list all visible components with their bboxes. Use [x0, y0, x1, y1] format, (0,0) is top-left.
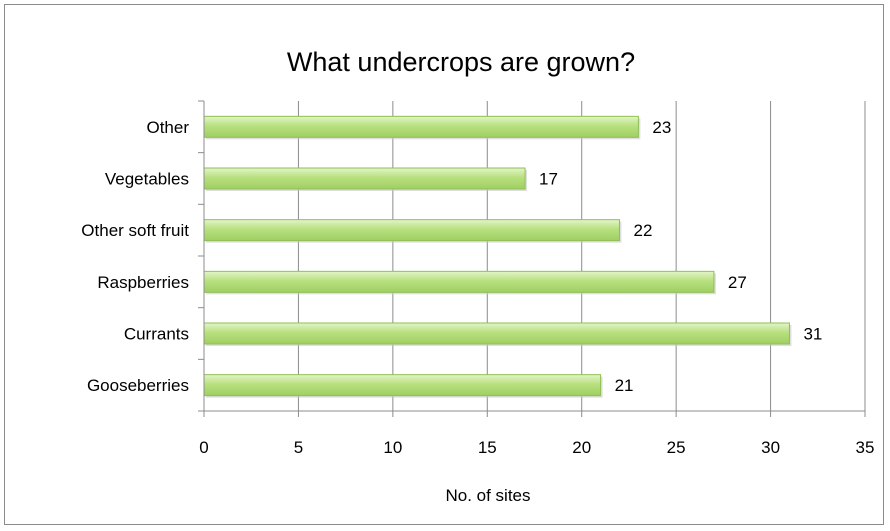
x-tick-label-35: 35 — [856, 438, 875, 457]
data-label-gooseberries: 21 — [615, 376, 634, 395]
category-label-gooseberries: Gooseberries — [87, 376, 189, 395]
category-label-raspberries: Raspberries — [97, 273, 189, 292]
bar-other — [203, 115, 639, 138]
data-label-currants: 31 — [803, 325, 822, 344]
x-tick-label-30: 30 — [761, 438, 780, 457]
bar-currants — [203, 322, 790, 345]
bar-other-soft-fruit — [203, 219, 620, 242]
bar-gooseberries — [203, 374, 602, 397]
x-tick-label-0: 0 — [199, 438, 208, 457]
category-label-other-soft-fruit: Other soft fruit — [81, 221, 189, 240]
grid-layer — [297, 101, 866, 411]
data-label-vegetables: 17 — [539, 170, 558, 189]
chart-svg: What undercrops are grown? 213127221723 … — [81, 47, 875, 505]
bar-vegetables — [203, 167, 526, 190]
x-tick-label-10: 10 — [383, 438, 402, 457]
x-tick-label-15: 15 — [478, 438, 497, 457]
data-label-raspberries: 27 — [728, 273, 747, 292]
category-label-vegetables: Vegetables — [105, 170, 189, 189]
bars-layer: 21 31 27 22 17 23 — [203, 115, 822, 398]
x-tick-label-5: 5 — [294, 438, 303, 457]
axis-layer: 0 5 10 15 20 25 30 35 Gooseberries Currants Raspbe… — [81, 100, 875, 457]
chart-title: What undercrops are grown? — [287, 47, 635, 77]
category-label-currants: Currants — [124, 325, 189, 344]
category-label-other: Other — [146, 118, 189, 137]
data-label-other-soft-fruit: 22 — [633, 221, 652, 240]
x-tick-label-25: 25 — [667, 438, 686, 457]
data-label-other: 23 — [652, 118, 671, 137]
x-tick-label-20: 20 — [572, 438, 591, 457]
bar-raspberries — [203, 270, 715, 293]
chart-frame: What undercrops are grown? 21 31 27 22 17 23 … — [4, 4, 884, 525]
x-axis-title: No. of sites — [445, 486, 530, 505]
